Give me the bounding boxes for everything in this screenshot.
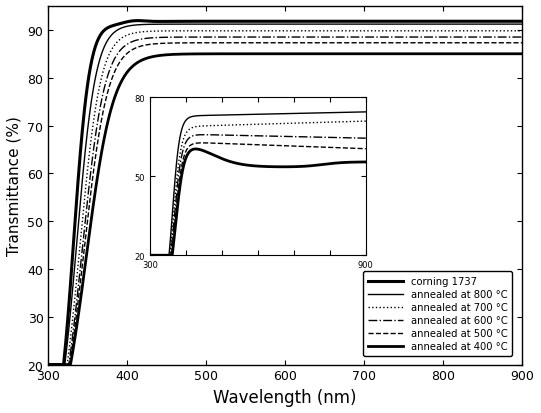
annealed at 700 °C	[519, 29, 525, 34]
Line: annealed at 600 °C: annealed at 600 °C	[48, 38, 522, 365]
annealed at 600 °C	[294, 36, 301, 40]
annealed at 500 °C	[250, 41, 257, 46]
annealed at 800 °C	[204, 23, 211, 28]
corning 1737	[294, 20, 301, 25]
annealed at 800 °C	[304, 23, 311, 28]
annealed at 500 °C	[519, 41, 525, 46]
Line: corning 1737: corning 1737	[48, 21, 522, 365]
annealed at 500 °C	[125, 51, 131, 56]
annealed at 700 °C	[125, 33, 131, 38]
corning 1737	[45, 362, 51, 367]
annealed at 600 °C	[125, 42, 131, 47]
corning 1737	[134, 19, 141, 24]
annealed at 500 °C	[204, 41, 211, 46]
annealed at 500 °C	[304, 41, 311, 46]
annealed at 400 °C	[250, 52, 257, 57]
annealed at 500 °C	[516, 41, 523, 46]
corning 1737	[205, 20, 212, 25]
annealed at 800 °C	[519, 23, 525, 28]
annealed at 800 °C	[45, 362, 51, 367]
annealed at 400 °C	[519, 52, 525, 57]
Legend: corning 1737, annealed at 800 °C, annealed at 700 °C, annealed at 600 °C, anneal: corning 1737, annealed at 800 °C, anneal…	[362, 271, 512, 356]
corning 1737	[519, 20, 525, 25]
annealed at 400 °C	[45, 362, 51, 367]
corning 1737	[305, 20, 311, 25]
annealed at 800 °C	[294, 23, 301, 28]
annealed at 700 °C	[250, 29, 257, 34]
annealed at 500 °C	[294, 41, 301, 46]
annealed at 600 °C	[108, 64, 115, 69]
Line: annealed at 800 °C: annealed at 800 °C	[48, 25, 522, 365]
annealed at 400 °C	[294, 52, 301, 57]
annealed at 700 °C	[45, 362, 51, 367]
annealed at 400 °C	[125, 69, 131, 74]
annealed at 400 °C	[304, 52, 311, 57]
Line: annealed at 400 °C: annealed at 400 °C	[48, 55, 522, 365]
annealed at 800 °C	[108, 34, 115, 39]
corning 1737	[251, 20, 258, 25]
annealed at 700 °C	[304, 29, 311, 34]
annealed at 600 °C	[204, 36, 211, 40]
annealed at 800 °C	[421, 23, 428, 28]
annealed at 700 °C	[204, 29, 211, 34]
X-axis label: Wavelength (nm): Wavelength (nm)	[214, 388, 357, 406]
corning 1737	[125, 20, 131, 25]
Line: annealed at 500 °C: annealed at 500 °C	[48, 44, 522, 365]
annealed at 600 °C	[519, 36, 525, 40]
annealed at 600 °C	[304, 36, 311, 40]
annealed at 600 °C	[485, 36, 492, 40]
annealed at 400 °C	[204, 52, 211, 57]
annealed at 700 °C	[454, 29, 460, 34]
annealed at 500 °C	[45, 362, 51, 367]
annealed at 700 °C	[108, 49, 115, 54]
annealed at 800 °C	[250, 23, 257, 28]
corning 1737	[108, 25, 115, 30]
annealed at 400 °C	[108, 107, 115, 112]
annealed at 800 °C	[125, 24, 131, 29]
annealed at 500 °C	[108, 79, 115, 84]
Line: annealed at 700 °C: annealed at 700 °C	[48, 32, 522, 365]
annealed at 700 °C	[294, 29, 301, 34]
annealed at 600 °C	[45, 362, 51, 367]
Y-axis label: Transmittance (%): Transmittance (%)	[7, 116, 22, 256]
annealed at 600 °C	[250, 36, 257, 40]
